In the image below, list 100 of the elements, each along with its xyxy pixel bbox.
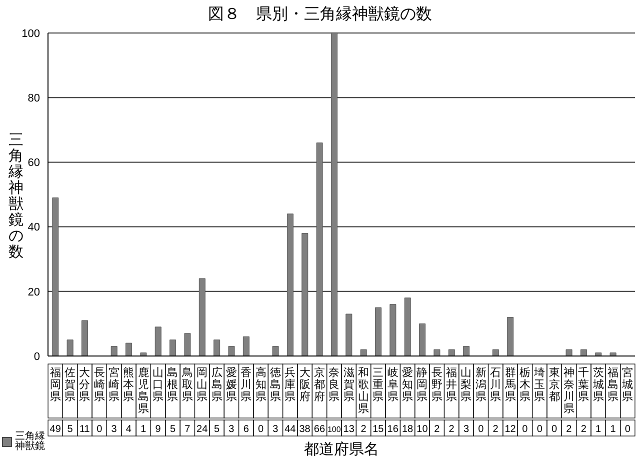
data-label: 5 [214, 424, 220, 435]
x-tick-label: 茨城県 [592, 366, 604, 403]
data-label: 0 [552, 424, 558, 435]
data-label: 1 [596, 424, 602, 435]
data-label: 2 [434, 424, 440, 435]
x-tick-label: 福井県 [446, 366, 458, 403]
x-tick-label: 東京都 [548, 366, 560, 403]
x-tick-label: 島根県 [167, 366, 178, 403]
x-tick-label: 香川県 [240, 366, 252, 403]
data-label: 2 [580, 424, 587, 435]
data-label: 0 [536, 424, 543, 435]
x-tick-label: 岡山県 [196, 366, 208, 403]
x-tick-label: 鳥取県 [180, 366, 193, 403]
bar [242, 336, 250, 356]
data-label: 0 [96, 424, 103, 435]
x-tick-label: 熊本県 [123, 366, 134, 403]
y-tick-label: 20 [28, 286, 40, 298]
x-axis-title: 都道府県名 [303, 440, 380, 459]
bar [82, 320, 88, 356]
bar [302, 233, 308, 356]
bar [448, 349, 455, 356]
data-label: 44 [284, 424, 296, 435]
y-tick-label: 80 [28, 92, 40, 105]
x-tick-label: 群馬県 [504, 366, 516, 403]
data-label: 100 [327, 425, 342, 434]
x-tick-label: 兵庫県 [284, 366, 296, 403]
x-tick-label: 新潟県 [475, 366, 486, 403]
x-tick-label: 高知県 [255, 366, 266, 403]
y-tick-label: 0 [34, 350, 40, 363]
bar [170, 340, 176, 356]
y-axis-title: 三角縁神獣鏡の数 [8, 130, 24, 260]
bar [198, 278, 206, 356]
x-tick-label: 京都府 [314, 366, 325, 403]
bar [463, 346, 470, 356]
data-label: 3 [463, 424, 470, 435]
x-tick-label: 石川県 [490, 366, 502, 403]
legend-label: 三角縁神獣鏡 [15, 431, 46, 452]
data-label: 16 [387, 424, 399, 435]
x-tick-label: 山梨県 [460, 366, 472, 403]
bar [610, 352, 616, 356]
bar [419, 323, 426, 356]
x-tick-label: 静岡県 [416, 366, 428, 403]
x-tick-label: 千葉県 [578, 366, 590, 403]
data-label: 2 [492, 424, 499, 435]
data-label: 5 [170, 424, 176, 435]
bar [566, 349, 572, 356]
data-label: 2 [360, 424, 367, 435]
data-label: 7 [184, 424, 191, 435]
y-tick-label: 60 [28, 157, 40, 170]
data-label: 2 [566, 424, 572, 435]
bar [346, 314, 352, 356]
data-label: 9 [155, 424, 162, 435]
x-tick-label: 大阪府 [299, 366, 310, 403]
data-label: 0 [258, 424, 264, 435]
x-tick-label: 佐賀県 [64, 366, 76, 403]
bar [286, 214, 294, 356]
x-tick-label: 埼玉県 [533, 366, 546, 403]
x-tick-label: 三重県 [372, 366, 384, 403]
bar [492, 349, 499, 356]
x-tick-label: 滋賀県 [343, 366, 354, 403]
chart-title: 図８ 県別・三角縁神獣鏡の数 [207, 4, 433, 25]
bar [214, 340, 220, 356]
x-tick-label: 和歌山県 [358, 366, 370, 415]
data-label: 3 [228, 424, 235, 435]
bar [330, 33, 338, 356]
bar [110, 346, 118, 356]
x-tick-label: 山口県 [152, 366, 164, 403]
data-label: 12 [504, 424, 516, 435]
x-tick-label: 長崎県 [94, 366, 105, 403]
x-tick-label: 長野県 [431, 366, 442, 403]
x-tick-label: 神奈川県 [563, 366, 574, 415]
y-tick-label: 100 [22, 28, 40, 40]
data-label: 1 [140, 424, 147, 435]
x-tick-label: 福岡県 [50, 366, 61, 403]
data-label: 0 [624, 424, 631, 435]
data-label: 3 [111, 424, 118, 435]
y-tick-label: 40 [28, 222, 40, 234]
data-label: 18 [402, 424, 414, 435]
bar [52, 197, 59, 356]
data-label: 10 [416, 424, 428, 435]
bar [390, 304, 396, 356]
bar [404, 298, 411, 356]
x-tick-label: 宮崎県 [108, 366, 120, 403]
bar [154, 326, 162, 356]
data-label: 11 [79, 424, 90, 435]
data-label: 66 [314, 424, 326, 435]
data-label: 0 [522, 424, 528, 435]
x-tick-label: 愛媛県 [226, 366, 237, 403]
bar [316, 142, 323, 356]
bar [140, 352, 147, 356]
data-label: 5 [67, 424, 74, 435]
bar [228, 346, 235, 356]
bar [375, 307, 382, 356]
bar [360, 349, 367, 356]
data-label: 38 [299, 424, 311, 435]
bar [126, 342, 132, 356]
data-label: 24 [196, 424, 208, 435]
data-label: 49 [50, 424, 62, 435]
bar [434, 349, 440, 356]
bar [184, 333, 191, 356]
